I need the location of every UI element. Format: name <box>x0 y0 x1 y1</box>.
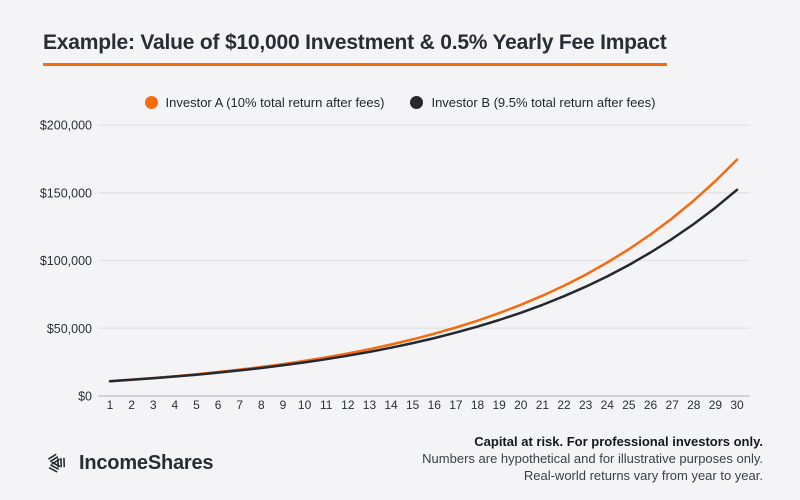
x-tick-label: 3 <box>150 398 157 412</box>
x-tick-label: 21 <box>536 398 550 412</box>
x-tick-label: 27 <box>665 398 679 412</box>
x-tick-label: 15 <box>406 398 420 412</box>
legend-label-investor-a: Investor A (10% total return after fees) <box>165 95 385 110</box>
x-tick-label: 2 <box>128 398 135 412</box>
x-tick-label: 30 <box>730 398 744 412</box>
x-tick-label: 20 <box>514 398 528 412</box>
x-tick-label: 13 <box>363 398 377 412</box>
x-tick-label: 1 <box>107 398 114 412</box>
legend-item-investor-b: Investor B (9.5% total return after fees… <box>410 95 655 110</box>
disclaimer-line-1: Capital at risk. For professional invest… <box>474 434 763 449</box>
y-tick-label: $100,000 <box>40 254 92 268</box>
x-tick-label: 28 <box>687 398 701 412</box>
x-tick-label: 6 <box>215 398 222 412</box>
header: Example: Value of $10,000 Investment & 0… <box>43 31 667 66</box>
x-tick-label: 5 <box>193 398 200 412</box>
y-tick-label: $50,000 <box>47 322 92 336</box>
x-tick-label: 17 <box>449 398 463 412</box>
disclaimer-line-2: Numbers are hypothetical and for illustr… <box>422 451 763 466</box>
x-tick-label: 24 <box>601 398 615 412</box>
x-tick-label: 9 <box>280 398 287 412</box>
y-tick-label: $0 <box>78 390 92 404</box>
x-tick-label: 26 <box>644 398 658 412</box>
brand-logo: IncomeShares <box>43 449 214 477</box>
x-tick-label: 11 <box>320 398 333 412</box>
y-tick-label: $150,000 <box>40 186 92 200</box>
x-tick-label: 19 <box>492 398 506 412</box>
line-chart: $0 $50,000 $100,000 $150,000 $200,000 1 2 3 4 5 6 7… <box>0 115 800 425</box>
x-tick-label: 16 <box>428 398 442 412</box>
x-tick-label: 23 <box>579 398 593 412</box>
x-tick-label: 4 <box>172 398 179 412</box>
x-tick-label: 18 <box>471 398 485 412</box>
legend: Investor A (10% total return after fees)… <box>48 95 752 110</box>
legend-label-investor-b: Investor B (9.5% total return after fees… <box>431 95 656 110</box>
x-tick-label: 29 <box>709 398 723 412</box>
series-line-investor-b <box>108 188 739 383</box>
page-title: Example: Value of $10,000 Investment & 0… <box>43 31 667 66</box>
x-tick-label: 25 <box>622 398 636 412</box>
brand-logo-text: IncomeShares <box>79 451 214 474</box>
incomeshares-hex-logo-icon <box>48 453 66 473</box>
investor-a-dot-icon <box>144 96 158 109</box>
investor-b-dot-icon <box>410 96 424 109</box>
x-tick-label: 8 <box>258 398 265 412</box>
legend-item-investor-a: Investor A (10% total return after fees) <box>144 95 385 110</box>
disclaimer-block: Capital at risk. For professional invest… <box>422 433 763 484</box>
x-tick-label: 22 <box>557 398 571 412</box>
x-tick-label: 10 <box>298 398 312 412</box>
x-tick-label: 7 <box>236 398 243 412</box>
x-tick-label: 14 <box>384 398 398 412</box>
x-tick-label: 12 <box>341 398 355 412</box>
y-tick-label: $200,000 <box>40 119 92 133</box>
disclaimer-line-3: Real-world returns vary from year to yea… <box>523 468 763 483</box>
